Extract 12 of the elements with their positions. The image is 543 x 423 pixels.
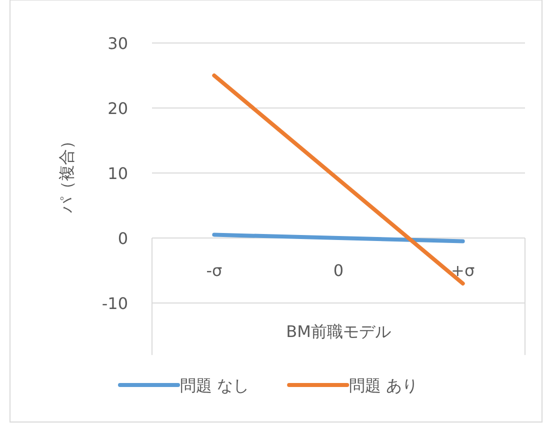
x-axis-title: BM前職モデル xyxy=(286,322,391,341)
x-tick-label: +σ xyxy=(451,261,475,280)
y-tick-label: 10 xyxy=(108,164,128,183)
y-tick-label: 0 xyxy=(118,229,128,248)
x-tick-label: 0 xyxy=(333,261,344,280)
legend-label: 問題 あり xyxy=(349,376,418,395)
y-tick-label: -10 xyxy=(102,294,128,313)
y-tick-label: 20 xyxy=(108,99,128,118)
y-axis-title: パ（複合） xyxy=(57,133,76,214)
y-tick-label: 30 xyxy=(108,34,128,53)
legend-label: 問題 なし xyxy=(180,376,250,395)
x-tick-label: -σ xyxy=(206,261,222,280)
